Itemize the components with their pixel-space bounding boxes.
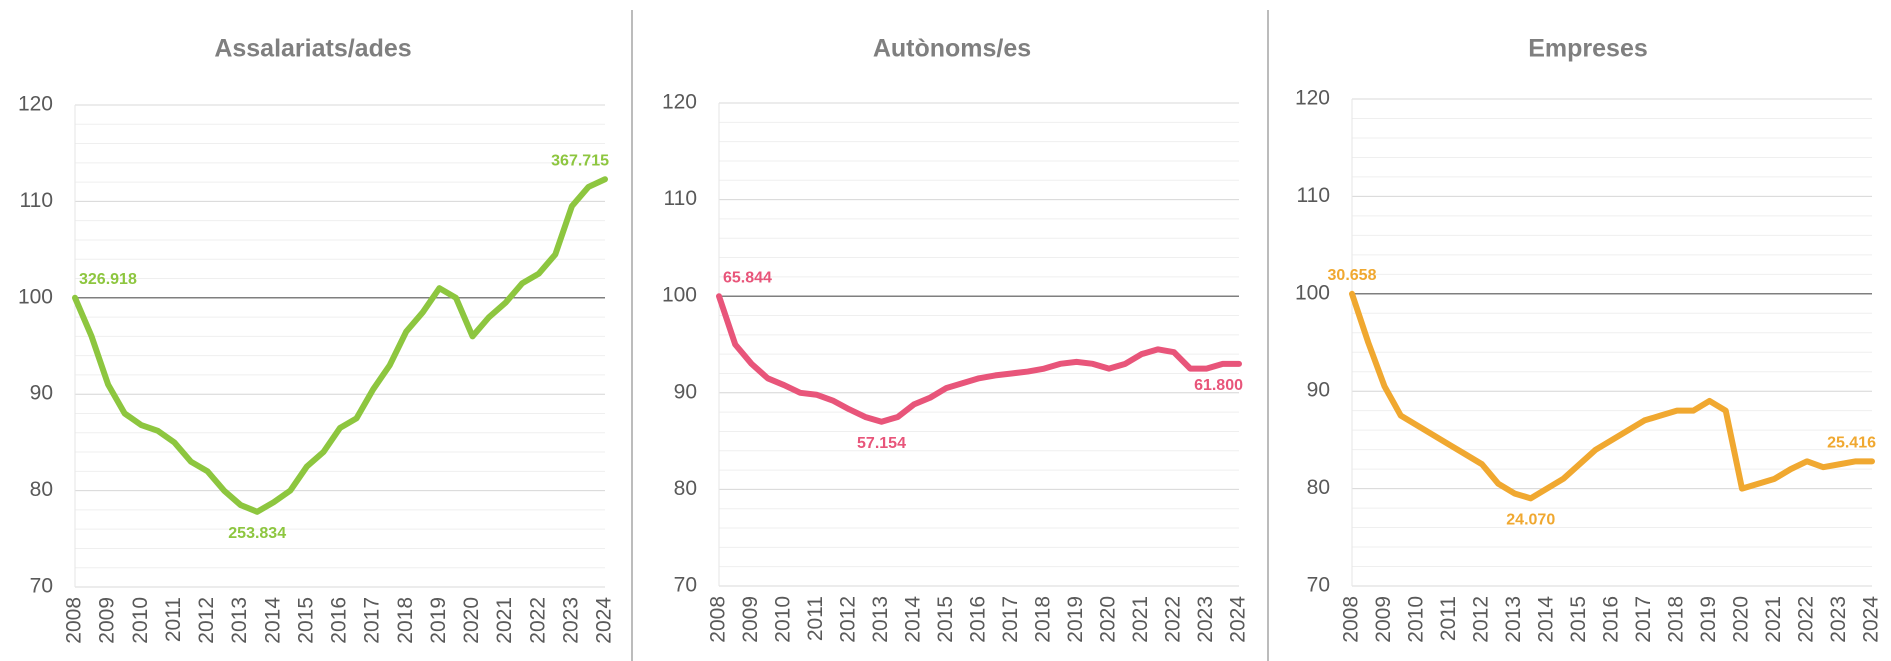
annotation: 326.918 [79, 271, 137, 288]
x-tick-label: 2024 [1860, 596, 1883, 643]
y-tick-label: 120 [18, 93, 53, 116]
chart-title: Empreses [1528, 35, 1648, 63]
x-tick-label: 2024 [593, 597, 616, 644]
x-tick-label: 2013 [1502, 596, 1525, 643]
x-tick-label: 2010 [1405, 596, 1428, 643]
x-tick-label: 2023 [559, 597, 582, 644]
x-tick-label: 2023 [1827, 596, 1850, 643]
x-tick-label: 2022 [1162, 596, 1185, 643]
x-tick-label: 2009 [96, 597, 119, 644]
data-line [1349, 290, 1875, 502]
y-tick-label: 80 [1307, 476, 1330, 499]
x-tick-label: 2013 [228, 597, 251, 644]
data-line [716, 293, 1242, 425]
x-tick-label: 2016 [967, 596, 990, 643]
x-tick-label: 2008 [707, 596, 730, 643]
annotation: 65.844 [723, 269, 772, 286]
x-tick-label: 2011 [1437, 596, 1460, 641]
x-tick-label: 2014 [261, 597, 284, 644]
y-tick-label: 70 [1307, 574, 1330, 597]
x-tick-label: 2009 [739, 596, 762, 643]
y-tick-label: 80 [674, 477, 697, 500]
x-tick-label: 2012 [195, 597, 218, 644]
chart-title: Assalariats/ades [214, 35, 411, 63]
x-tick-label: 2015 [934, 596, 957, 643]
x-tick-label: 2022 [1795, 596, 1818, 643]
x-tick-label: 2019 [427, 597, 450, 644]
x-tick-label: 2010 [129, 597, 152, 644]
x-tick-label: 2016 [328, 597, 351, 644]
x-tick-label: 2021 [1129, 596, 1152, 643]
x-tick-label: 2018 [394, 597, 417, 644]
y-tick-label: 110 [1297, 184, 1330, 207]
annotation: 25.416 [1827, 435, 1876, 452]
x-tick-label: 2008 [1340, 596, 1363, 643]
x-tick-label: 2010 [772, 596, 795, 643]
x-tick-label: 2016 [1600, 596, 1623, 643]
x-tick-label: 2021 [493, 597, 516, 644]
y-tick-label: 110 [20, 189, 53, 212]
chart-title: Autònoms/es [873, 35, 1031, 63]
y-tick-label: 120 [1295, 87, 1330, 110]
x-tick-label: 2020 [1730, 596, 1753, 643]
x-tick-label: 2017 [361, 597, 384, 644]
x-tick-label: 2008 [63, 597, 86, 644]
x-tick-label: 2020 [460, 597, 483, 644]
x-tick-label: 2019 [1064, 596, 1087, 643]
annotation: 253.834 [228, 525, 286, 542]
y-tick-label: 100 [662, 284, 697, 307]
x-tick-label: 2022 [526, 597, 549, 644]
x-tick-label: 2024 [1227, 596, 1250, 643]
x-tick-label: 2012 [837, 596, 860, 643]
x-tick-label: 2018 [1665, 596, 1688, 643]
x-tick-label: 2017 [999, 596, 1022, 643]
annotation: 24.070 [1506, 512, 1555, 529]
y-tick-label: 70 [674, 574, 697, 597]
x-tick-label: 2012 [1470, 596, 1493, 643]
x-tick-label: 2023 [1194, 596, 1217, 643]
x-tick-label: 2021 [1762, 596, 1785, 643]
annotation: 57.154 [857, 435, 906, 452]
x-tick-label: 2015 [294, 597, 317, 644]
y-tick-label: 80 [30, 478, 53, 501]
x-tick-label: 2013 [869, 596, 892, 643]
y-tick-label: 90 [674, 380, 697, 403]
data-line [72, 176, 608, 515]
x-tick-label: 2009 [1372, 596, 1395, 643]
annotation: 367.715 [551, 152, 609, 169]
annotation: 61.800 [1194, 377, 1243, 394]
y-tick-label: 120 [662, 91, 697, 114]
x-tick-label: 2018 [1032, 596, 1055, 643]
annotation: 30.658 [1328, 267, 1377, 284]
x-tick-label: 2017 [1632, 596, 1655, 643]
x-tick-label: 2014 [1535, 596, 1558, 643]
x-tick-label: 2015 [1567, 596, 1590, 643]
x-tick-label: 2019 [1697, 596, 1720, 643]
y-tick-label: 100 [18, 285, 53, 308]
y-tick-label: 90 [30, 382, 53, 405]
y-tick-label: 90 [1307, 379, 1330, 402]
x-tick-label: 2014 [902, 596, 925, 643]
x-tick-label: 2011 [162, 597, 185, 642]
y-tick-label: 100 [1295, 281, 1330, 304]
y-tick-label: 110 [664, 187, 697, 210]
y-tick-label: 70 [30, 575, 53, 598]
x-tick-label: 2020 [1097, 596, 1120, 643]
x-tick-label: 2011 [804, 596, 827, 641]
